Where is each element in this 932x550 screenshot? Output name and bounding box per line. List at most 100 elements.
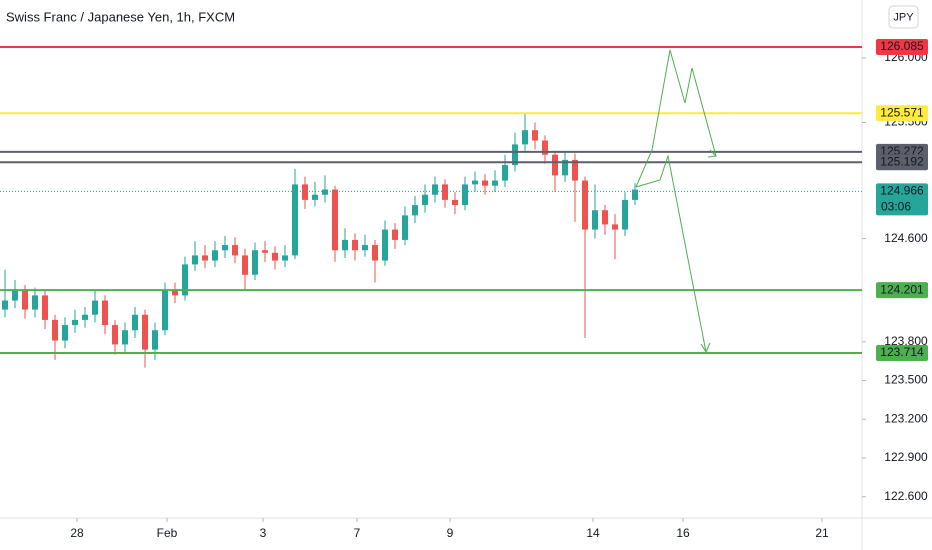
last-price-box <box>876 183 928 216</box>
candle-body <box>182 264 188 296</box>
candle-body <box>582 180 588 230</box>
candle-body <box>632 189 638 200</box>
candle-body <box>232 245 238 256</box>
level-box <box>876 282 928 299</box>
candle-body <box>22 290 28 310</box>
candle-body <box>42 295 48 320</box>
projection-arrowhead-up <box>707 149 718 158</box>
candle-body <box>392 229 398 240</box>
candle-body <box>342 239 348 251</box>
currency-label[interactable]: JPY <box>893 11 914 23</box>
candle-body <box>572 159 578 181</box>
candle-body <box>292 184 298 256</box>
candle-body <box>62 325 68 341</box>
candle-body <box>212 250 218 261</box>
candle-body <box>462 184 468 206</box>
candle-body <box>152 330 158 350</box>
candle-body <box>322 189 328 195</box>
candle-body <box>242 255 248 275</box>
y-tick-label: 123.500 <box>884 373 928 387</box>
level-box <box>876 344 928 361</box>
countdown-label: 03:06 <box>881 200 911 214</box>
candle-body <box>52 319 58 341</box>
y-tick-label: 123.800 <box>884 334 928 348</box>
y-tick-label: 122.600 <box>884 489 928 503</box>
candle-body <box>162 290 168 331</box>
y-tick-label: 123.200 <box>884 411 928 425</box>
candle-body <box>542 140 548 155</box>
x-tick-label: 21 <box>815 526 829 540</box>
candle-body <box>192 255 198 265</box>
candle-body <box>502 165 508 181</box>
candle-body <box>262 250 268 253</box>
level-label: 125.571 <box>880 105 924 119</box>
candle-body <box>532 130 538 141</box>
candle-body <box>612 224 618 230</box>
candle-body <box>382 229 388 261</box>
candle-body <box>132 314 138 331</box>
level-label: 125.192 <box>880 154 924 168</box>
candle-body <box>222 245 228 251</box>
candle-body <box>72 319 78 326</box>
plot <box>0 45 862 368</box>
level-box <box>876 105 928 122</box>
candle-body <box>522 130 528 145</box>
projection-path-down <box>635 154 707 353</box>
candle-body <box>452 199 458 206</box>
projection-path-up <box>635 49 717 188</box>
candle-body <box>472 180 478 185</box>
candle-body <box>282 255 288 261</box>
candle-body <box>552 154 558 176</box>
level-label: 124.201 <box>880 282 924 296</box>
x-tick-label: 9 <box>447 526 454 540</box>
price-axis: 122.600 122.900 123.200 123.500 123.800 124.6… <box>862 38 928 503</box>
candle-body <box>492 180 498 186</box>
x-tick-label: 14 <box>586 526 600 540</box>
x-tick-label: 16 <box>676 526 690 540</box>
y-tick-label: 124.600 <box>884 231 928 245</box>
candle-body <box>562 159 568 176</box>
candle-body <box>102 300 108 326</box>
candle-body <box>272 252 278 261</box>
candle-body <box>512 144 518 166</box>
currency-button[interactable] <box>888 5 919 29</box>
candle-body <box>422 194 428 206</box>
candle-body <box>482 180 488 186</box>
last-price-label: 124.966 <box>880 184 924 198</box>
x-tick-label: 28 <box>70 526 84 540</box>
x-tick-label: 3 <box>260 526 267 540</box>
chart-title: Swiss Franc / Japanese Yen, 1h, FXCM <box>6 9 235 24</box>
candle-body <box>412 205 418 216</box>
projection-drawing <box>635 49 718 354</box>
candle-body <box>142 314 148 350</box>
level-box <box>876 154 928 171</box>
candle-body <box>352 239 358 251</box>
level-label: 123.714 <box>880 345 924 359</box>
x-tick-label: 7 <box>354 526 361 540</box>
candle-body <box>32 295 38 310</box>
candle-body <box>442 184 448 200</box>
candle-body <box>2 300 8 310</box>
candle-body <box>432 184 438 195</box>
candle-body <box>602 210 608 225</box>
projection-arrowhead-down <box>700 342 711 354</box>
y-tick-label: 122.900 <box>884 450 928 464</box>
candle-body <box>12 290 18 301</box>
candle-body <box>592 210 598 230</box>
candle-body <box>312 194 318 200</box>
candle-body <box>332 189 338 251</box>
candle-body <box>172 290 178 296</box>
level-box <box>876 38 928 55</box>
candle-body <box>92 300 98 315</box>
candle-body <box>302 184 308 200</box>
candle-body <box>372 245 378 261</box>
candle-body <box>82 314 88 320</box>
candle-body <box>362 245 368 251</box>
candle-body <box>202 255 208 261</box>
x-tick-label: Feb <box>157 526 178 540</box>
candle-body <box>402 215 408 240</box>
level-label: 126.085 <box>880 39 924 53</box>
candle-body <box>622 199 628 230</box>
